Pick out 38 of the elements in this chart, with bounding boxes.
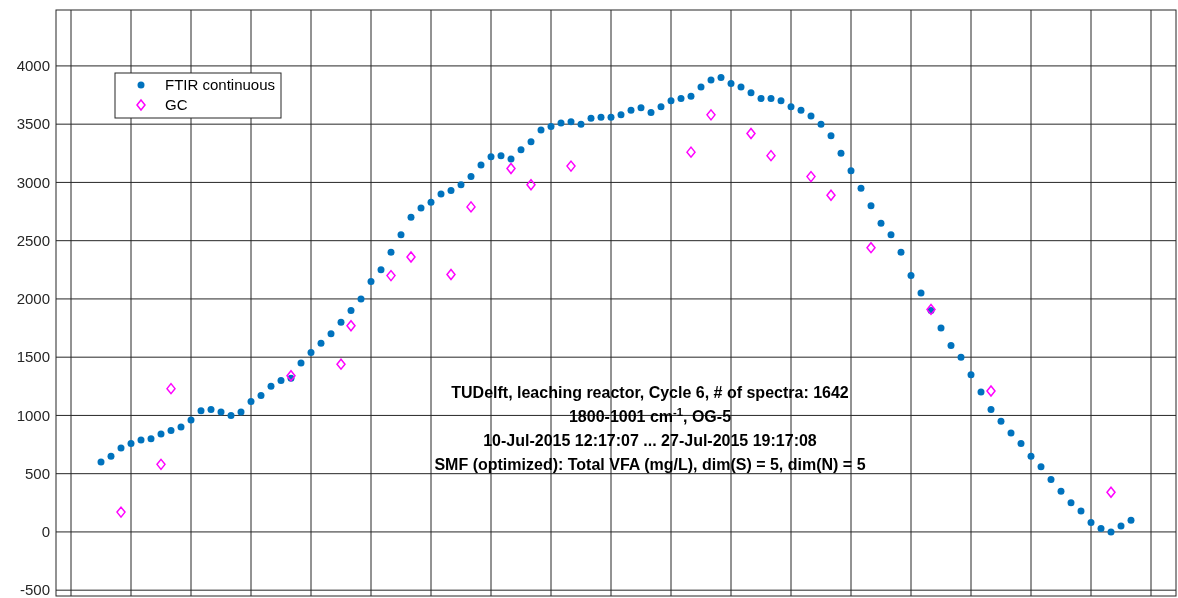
point (506, 162, 516, 175)
point (1106, 486, 1116, 499)
point (686, 146, 696, 158)
point (346, 319, 356, 332)
legend-label: FTIR continuous (165, 76, 276, 94)
point (986, 385, 996, 397)
annotation: TUDelft, leaching reactor, Cycle 6, # of spectra: 1642 (451, 384, 849, 401)
point (806, 170, 816, 183)
point (766, 149, 776, 162)
point (166, 382, 176, 395)
point (566, 160, 576, 172)
annotation: SMF (optimized): Total VFA (mg/L), dim(S) = 5, dim(N) = 5 (434, 456, 866, 473)
y-tick-label: -500 (19, 581, 50, 598)
point (746, 127, 756, 140)
y-tick-label: 2500 (16, 231, 50, 249)
point (336, 358, 346, 370)
point (526, 179, 536, 191)
point (386, 269, 396, 282)
point (926, 303, 936, 316)
y-tick-label: 2000 (16, 290, 50, 308)
y-tick-label: 0 (41, 523, 50, 541)
y-tick-label: 1000 (16, 406, 50, 424)
point (116, 506, 126, 518)
point (446, 268, 456, 281)
point (406, 251, 416, 263)
y-tick-label: 1500 (16, 348, 50, 366)
point (826, 189, 836, 201)
point (286, 370, 296, 382)
point (466, 201, 476, 213)
legend-label: GC (165, 96, 188, 114)
point (706, 109, 716, 121)
y-tick-label: 3500 (16, 115, 50, 133)
point (866, 241, 876, 254)
y-tick-label: 4000 (16, 57, 50, 75)
annotation: 10-Jul-2015 12:17:07 ... 27-Jul-2015 19:17:08 (483, 432, 817, 449)
point (156, 458, 166, 471)
y-tick-label: 3000 (16, 173, 50, 191)
y-tick-label: 500 (24, 464, 50, 482)
